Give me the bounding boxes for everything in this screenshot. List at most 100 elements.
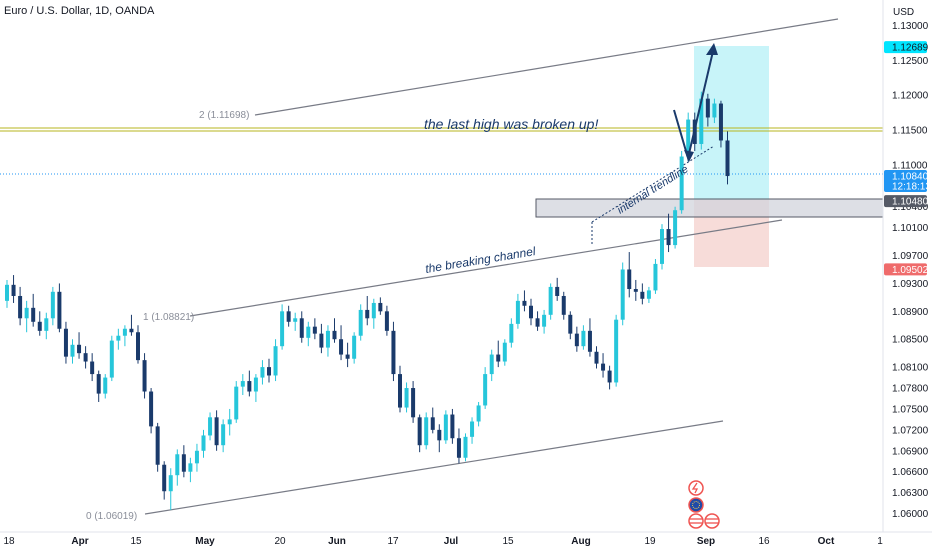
candle-body (234, 386, 239, 420)
entry-badge (884, 195, 927, 208)
candle-body (365, 309, 370, 319)
candle-body (614, 319, 619, 383)
candle-body (286, 311, 291, 322)
price-tick-label: 1.11000 (892, 160, 928, 171)
candle-body (339, 339, 344, 355)
candle-body (37, 321, 42, 331)
candle-body (463, 436, 468, 458)
candle-body (424, 417, 429, 446)
lower-channel-line (144, 420, 724, 515)
time-tick-label: Jun (328, 536, 346, 547)
stop-badge-label: 1.09502 (892, 265, 929, 276)
price-tick-label: 1.06600 (892, 467, 929, 478)
candle-body (214, 417, 219, 446)
time-tick-label: Oct (818, 536, 835, 547)
price-tick-label: 1.09700 (892, 251, 929, 262)
candle-body (568, 314, 573, 334)
candle-body (666, 229, 671, 246)
candle-body (502, 342, 507, 362)
stop-badge (884, 263, 927, 276)
candle-body (470, 421, 475, 437)
candle-body (247, 381, 252, 392)
time-tick-label: Jul (444, 536, 459, 547)
candle-body (411, 388, 416, 418)
time-axis[interactable] (0, 532, 883, 550)
candle-body (142, 360, 147, 392)
candle-body (63, 328, 68, 357)
fib-label-0: 0 (1.06019) (86, 511, 137, 522)
price-tick-label: 1.10100 (892, 223, 929, 234)
candle-body (24, 307, 29, 319)
candle-body (5, 284, 9, 301)
time-tick-label: 17 (387, 536, 399, 547)
time-tick-label: May (195, 536, 215, 547)
candle-body (430, 417, 435, 430)
last-price-badge-label: 1.10840 (892, 172, 929, 183)
price-axis-currency: USD (893, 7, 914, 18)
price-tick-label: 1.12000 (892, 91, 929, 102)
candle-body (168, 475, 173, 492)
candle-body (253, 377, 258, 392)
candle-body (267, 367, 271, 376)
time-tick-label: Apr (71, 536, 88, 547)
candle-body (673, 210, 678, 246)
candle-body (149, 391, 154, 427)
events-group[interactable] (688, 480, 720, 529)
us-flag-icon[interactable] (688, 513, 704, 529)
annotation-last-high: the last high was broken up! (424, 116, 598, 132)
candle-body (384, 311, 389, 331)
eu-flag-icon[interactable] (688, 497, 704, 513)
price-tick-label: 1.11500 (892, 126, 928, 137)
candle-body (57, 291, 62, 329)
candle-body (542, 314, 547, 327)
candle-body (129, 328, 134, 333)
last-price-badge (884, 170, 927, 193)
candle-body (620, 269, 625, 320)
price-tick-label: 1.07800 (892, 384, 929, 395)
candle-body (627, 269, 632, 290)
candle-body (450, 414, 455, 439)
price-tick-label: 1.09300 (892, 279, 929, 290)
candle-body (280, 311, 285, 347)
candle-body (718, 103, 723, 141)
candle-body (712, 103, 717, 118)
candle-body (378, 302, 383, 312)
candle-body (260, 367, 265, 378)
price-tick-label: 1.06900 (892, 446, 929, 457)
candle-body (208, 417, 213, 436)
price-tick-label: 1.08500 (892, 335, 929, 346)
us-flag-icon[interactable] (704, 513, 720, 529)
candle-body (18, 295, 23, 319)
time-tick-label: 16 (758, 536, 770, 547)
candle-body (109, 340, 114, 378)
candle-body (77, 344, 82, 354)
candle-body (404, 388, 409, 408)
candle-body (345, 354, 350, 359)
candle-body (437, 429, 442, 441)
time-tick-label: Sep (697, 536, 715, 547)
candle-body (483, 374, 488, 406)
entry-badge-label: 1.10480 (892, 197, 929, 208)
candle-body (509, 323, 514, 343)
time-ticks: 18 Apr 15 May 20 Jun 17 Jul 15 Aug 19 Sep 16 Oct 1 (3, 536, 883, 547)
candle-body (194, 450, 199, 464)
price-tick-label: 1.07200 (892, 425, 929, 436)
candle-body (496, 354, 501, 362)
candle-body (188, 463, 193, 472)
time-tick-label: 19 (644, 536, 656, 547)
candle-body (417, 417, 422, 446)
candle-body (240, 381, 245, 387)
lightning-icon[interactable] (688, 480, 704, 496)
candle-body (456, 438, 461, 458)
target-badge-label: 1.12689 (892, 43, 929, 54)
candle-body (561, 295, 566, 315)
candle-body (535, 318, 540, 327)
candle-body (90, 361, 95, 375)
candle-body (175, 454, 180, 476)
candle-body (325, 330, 330, 348)
last-price-badge-sublabel: 12:18:13 (892, 182, 931, 193)
target-badge (884, 41, 927, 54)
price-tick-label: 1.06300 (892, 488, 929, 499)
